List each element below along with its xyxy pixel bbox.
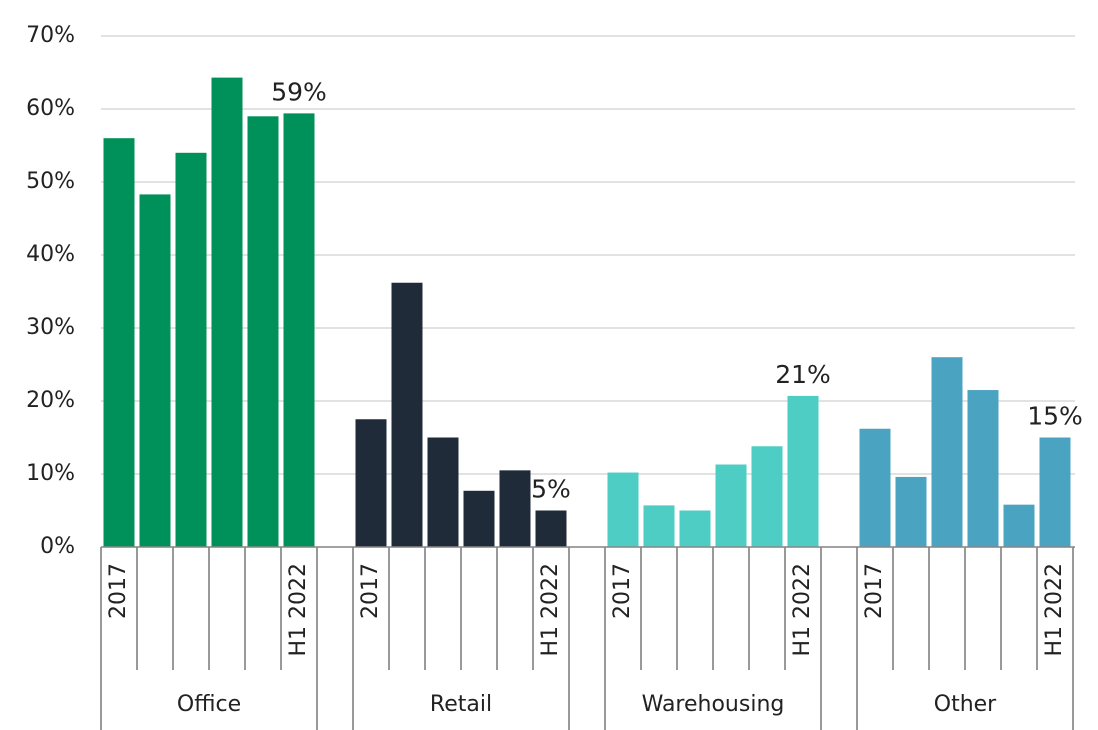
bar xyxy=(1003,504,1035,547)
group-label: Retail xyxy=(430,692,492,717)
bar xyxy=(283,113,315,547)
bar xyxy=(679,510,711,547)
bar xyxy=(535,510,567,547)
data-label: 5% xyxy=(531,475,571,504)
bar xyxy=(247,116,279,548)
bar xyxy=(715,464,747,547)
y-tick-label: 60% xyxy=(26,96,75,121)
y-tick-label: 30% xyxy=(26,315,75,340)
y-tick-label: 70% xyxy=(26,23,75,48)
x-tick-label: 2017 xyxy=(862,563,887,619)
bar xyxy=(931,357,963,547)
bar xyxy=(499,470,531,547)
group-label: Warehousing xyxy=(642,692,785,717)
x-tick-label: H1 2022 xyxy=(790,563,815,657)
data-label: 15% xyxy=(1027,402,1083,431)
bar xyxy=(139,194,171,547)
x-tick-label: H1 2022 xyxy=(538,563,563,657)
bar xyxy=(1039,437,1071,547)
bar xyxy=(463,490,495,547)
x-tick-label: 2017 xyxy=(610,563,635,619)
y-tick-label: 0% xyxy=(40,534,75,559)
x-tick-label: H1 2022 xyxy=(286,563,311,657)
bar xyxy=(175,152,207,548)
bar xyxy=(751,446,783,547)
bar xyxy=(967,390,999,547)
bar xyxy=(427,437,459,547)
bar xyxy=(787,395,819,547)
bar xyxy=(391,282,423,547)
data-label: 21% xyxy=(775,360,831,389)
bar xyxy=(643,505,675,547)
bar xyxy=(103,138,135,547)
bar xyxy=(859,428,891,547)
data-label: 59% xyxy=(271,77,327,106)
group-label: Office xyxy=(177,692,241,717)
x-tick-label: 2017 xyxy=(106,563,131,619)
bar xyxy=(355,419,387,547)
y-tick-label: 20% xyxy=(26,388,75,413)
y-tick-label: 50% xyxy=(26,169,75,194)
y-tick-label: 10% xyxy=(26,461,75,486)
bar xyxy=(607,472,639,547)
bar xyxy=(895,476,927,547)
y-tick-label: 40% xyxy=(26,242,75,267)
bar xyxy=(211,77,243,548)
x-tick-label: 2017 xyxy=(358,563,383,619)
x-tick-label: H1 2022 xyxy=(1042,563,1067,657)
group-label: Other xyxy=(934,692,997,717)
